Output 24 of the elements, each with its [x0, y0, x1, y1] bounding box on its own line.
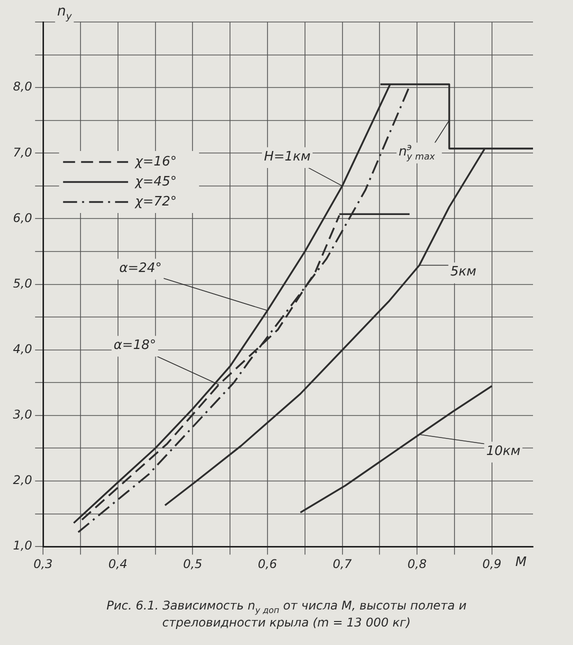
x-tick-label: 0,6	[258, 556, 278, 571]
y-tick-label: 4,0	[12, 342, 32, 356]
annotation: 10км	[486, 444, 521, 459]
y-tick-label: 2,0	[12, 473, 32, 488]
annotation: α=18°	[114, 338, 156, 354]
legend-label: χ=45°	[134, 174, 177, 190]
y-tick-label: 6,0	[12, 210, 32, 225]
annotation: 5км	[450, 264, 476, 280]
y-tick-label: 3,0	[12, 408, 32, 422]
legend-label: χ=16°	[134, 154, 177, 170]
x-tick-label: 0,8	[408, 556, 427, 571]
annotation: H=1км	[264, 149, 311, 164]
x-tick-label: 0,7	[332, 556, 352, 571]
x-tick-label: 0,5	[183, 556, 202, 571]
x-tick-label: 0,4	[108, 556, 128, 571]
x-tick-label: 0,9	[482, 556, 502, 571]
y-tick-label: 7,0	[12, 145, 32, 160]
x-axis-title: M	[515, 554, 527, 570]
x-tick-label: 0,3	[34, 556, 53, 571]
annotation: α=24°	[119, 260, 162, 276]
legend-label: χ=72°	[134, 194, 177, 210]
y-tick-label: 1,0	[12, 538, 32, 553]
y-tick-label: 8,0	[12, 80, 32, 94]
y-tick-label: 5,0	[12, 276, 32, 290]
